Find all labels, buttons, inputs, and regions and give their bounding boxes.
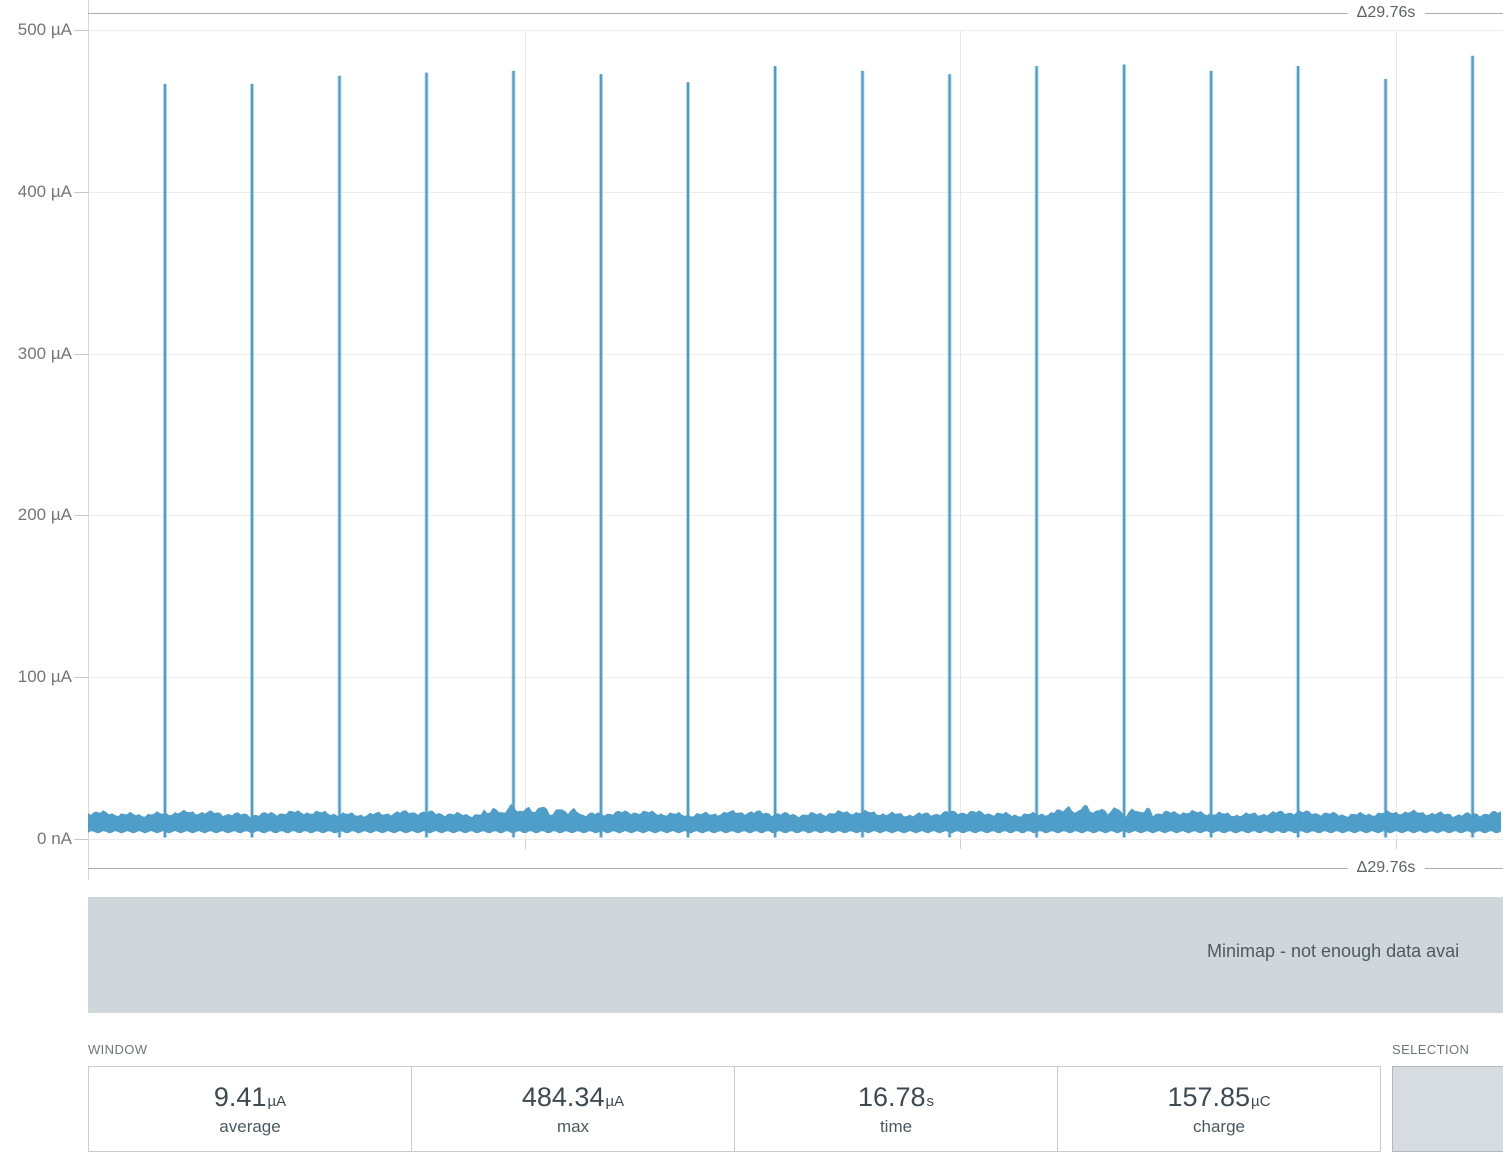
window-section-label: WINDOW	[88, 1042, 148, 1057]
y-axis-tick	[74, 30, 88, 31]
stat-time-label: time	[879, 1116, 913, 1136]
y-axis-tick-label: 100 µA	[17, 667, 72, 686]
stat-max-value: 484.34µA	[521, 1081, 625, 1112]
y-axis-tick-label: 300 µA	[17, 344, 72, 363]
stat-average-value: 9.41µA	[213, 1081, 287, 1112]
gridline-vertical	[960, 30, 961, 840]
time-delta-label-bottom: Δ29.76s	[1347, 858, 1425, 878]
selection-stat-box	[1392, 1066, 1503, 1152]
stat-charge-value: 157.85µC	[1167, 1081, 1271, 1112]
window-stat-boxes: 9.41µA average 484.34µA max 16.78s time …	[88, 1066, 1381, 1152]
y-axis-tick-label: 400 µA	[17, 182, 72, 201]
time-delta-ruler-bottom	[88, 868, 1503, 869]
current-chart[interactable]: 500 µA 400 µA 300 µA 200 µA 100 µA 0 nA …	[0, 0, 1503, 880]
waveform-svg[interactable]	[0, 0, 1503, 880]
y-axis-tick-label: 500 µA	[17, 20, 72, 39]
gridline-horizontal	[88, 515, 1503, 516]
gridline-horizontal	[88, 839, 1503, 840]
time-delta-label-top: Δ29.76s	[1347, 3, 1425, 23]
y-axis-tick	[74, 515, 88, 516]
y-axis-tick-label: 0 nA	[37, 829, 72, 848]
y-axis-tick	[74, 192, 88, 193]
x-axis-tick	[960, 840, 961, 849]
gridline-horizontal	[88, 30, 1503, 31]
gridline-horizontal	[88, 192, 1503, 193]
x-axis-tick	[525, 840, 526, 849]
stat-average: 9.41µA average	[89, 1067, 412, 1151]
gridline-horizontal	[88, 677, 1503, 678]
gridline-vertical	[1396, 30, 1397, 840]
stat-charge: 157.85µC charge	[1058, 1067, 1380, 1151]
stat-charge-label: charge	[1193, 1116, 1245, 1136]
x-axis-tick	[1396, 840, 1397, 849]
time-delta-ruler-top	[88, 13, 1503, 14]
minimap-message: Minimap - not enough data avai	[1207, 941, 1460, 961]
selection-section-label: SELECTION	[1392, 1042, 1470, 1057]
stat-time-value: 16.78s	[857, 1081, 935, 1112]
gridline-horizontal	[88, 354, 1503, 355]
y-axis-tick-label: 200 µA	[17, 505, 72, 524]
stat-max-label: max	[556, 1116, 590, 1136]
y-axis-tick	[74, 839, 88, 840]
y-axis-tick	[74, 354, 88, 355]
stat-time: 16.78s time	[735, 1067, 1058, 1151]
stat-average-label: average	[219, 1116, 281, 1136]
y-axis-tick	[74, 677, 88, 678]
stat-max: 484.34µA max	[412, 1067, 735, 1151]
minimap[interactable]: Minimap - not enough data avai	[88, 897, 1503, 1013]
y-axis-line	[88, 0, 89, 880]
gridline-vertical	[525, 30, 526, 840]
